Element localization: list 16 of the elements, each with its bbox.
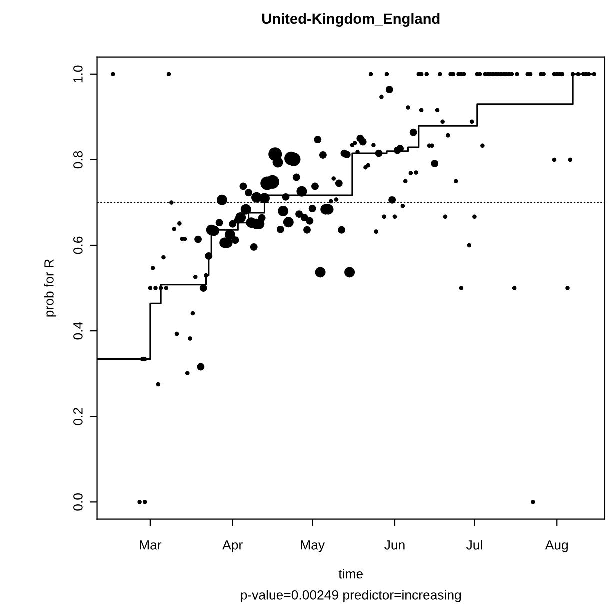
x-tick-label: Apr [222, 540, 243, 552]
y-tick-label: 0.2 [74, 408, 83, 426]
x-tick-label: Jun [384, 540, 405, 550]
x-axis-title: time [338, 569, 363, 579]
x-tick-label: Jul [466, 540, 482, 550]
chart-title: United-Kingdom_England [262, 13, 440, 28]
y-tick-label: 0.4 [74, 322, 83, 340]
y-axis-title: prob for R [44, 260, 57, 317]
y-tick-label: 0.0 [74, 494, 83, 511]
y-tick-label: 0.8 [74, 151, 83, 169]
y-tick-label: 0.6 [74, 236, 83, 254]
y-tick-label: 1.0 [74, 66, 83, 83]
x-tick-label: Mar [140, 540, 162, 550]
x-tick-label: May [301, 540, 326, 552]
x-tick-label: Aug [545, 540, 568, 552]
text: p-value=0.00249 predictor=increasing [241, 590, 462, 602]
